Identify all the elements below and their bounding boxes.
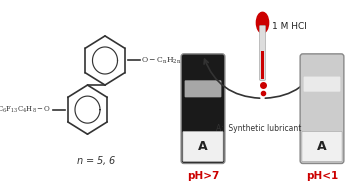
FancyBboxPatch shape — [300, 54, 344, 163]
FancyBboxPatch shape — [181, 54, 225, 163]
Text: pH>7: pH>7 — [187, 171, 219, 181]
FancyBboxPatch shape — [185, 80, 221, 97]
FancyArrowPatch shape — [265, 59, 321, 98]
Text: 1 M HCl: 1 M HCl — [272, 22, 307, 31]
Text: $n$ = 5, 6: $n$ = 5, 6 — [76, 154, 117, 167]
FancyBboxPatch shape — [183, 131, 223, 162]
Text: $\mathregular{O-C_nH_{2n+1}}$: $\mathregular{O-C_nH_{2n+1}}$ — [141, 55, 191, 66]
Text: $\mathregular{C_6F_{13}C_4H_8-O}$: $\mathregular{C_6F_{13}C_4H_8-O}$ — [0, 105, 52, 115]
FancyBboxPatch shape — [304, 77, 340, 92]
Text: A:  Synthetic lubricant: A: Synthetic lubricant — [216, 124, 302, 133]
FancyBboxPatch shape — [302, 131, 342, 162]
Text: A: A — [198, 140, 208, 153]
FancyBboxPatch shape — [259, 26, 266, 80]
FancyArrowPatch shape — [204, 59, 260, 98]
Ellipse shape — [256, 12, 269, 33]
Text: A: A — [317, 140, 327, 153]
FancyBboxPatch shape — [261, 51, 264, 79]
Text: pH<1: pH<1 — [306, 171, 338, 181]
